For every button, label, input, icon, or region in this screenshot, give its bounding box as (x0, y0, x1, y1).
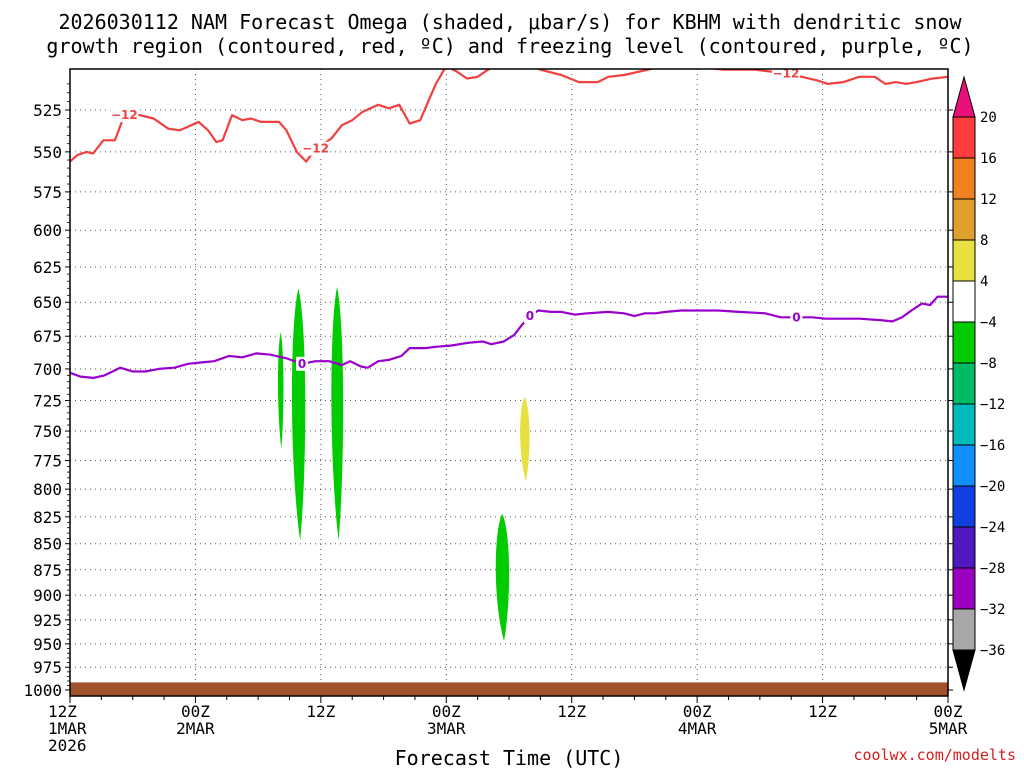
colorbar-bin (952, 608, 976, 651)
y-tick-label: 650 (33, 293, 62, 312)
colorbar-label: −24 (980, 520, 1005, 536)
colorbar-bin (952, 157, 976, 200)
colorbar-bin (952, 444, 976, 487)
x-axis-label: Forecast Time (UTC) (395, 746, 624, 768)
omega-shaded-region (495, 513, 510, 641)
x-tick-label: 2026 (48, 736, 87, 755)
colorbar-legend: 20 16 12 8 4 −4 −8 −12 −16 −20 −24 −28 −32 −36 (952, 75, 1005, 692)
freezing-level-contour (70, 295, 948, 379)
x-tick-label: 12Z (306, 702, 335, 721)
x-tick-label: 12Z (557, 702, 586, 721)
chart-title-line-2: growth region (contoured, red, ºC) and f… (46, 34, 973, 58)
colorbar-bin (952, 116, 976, 159)
colorbar-bin (952, 485, 976, 528)
colorbar-label: −36 (980, 643, 1005, 659)
colorbar-label: −28 (980, 561, 1005, 577)
y-tick-label: 800 (33, 480, 62, 499)
colorbar-bin (952, 198, 976, 241)
source-credit: coolwx.com/modelts (853, 746, 1016, 764)
y-tick-label: 875 (33, 561, 62, 580)
contour-label-bg (296, 356, 309, 371)
y-tick-label: 575 (33, 183, 62, 202)
omega-shaded-region (291, 288, 306, 541)
colorbar-label: −12 (980, 397, 1005, 413)
colorbar-label: 8 (980, 233, 988, 249)
contour-label: 0 (526, 309, 534, 323)
colorbar-label: −32 (980, 602, 1005, 618)
contour-label: −12 (773, 66, 800, 80)
y-tick-label: 675 (33, 327, 62, 346)
x-tick-label: 5MAR (929, 719, 968, 738)
x-tick-label: 12Z (48, 702, 77, 721)
colorbar-label: 12 (980, 192, 997, 208)
x-tick-label: 2MAR (176, 719, 215, 738)
colorbar-bin (952, 280, 976, 323)
x-tick-label: 1MAR (48, 719, 87, 738)
colorbar-top-arrow (952, 75, 976, 118)
colorbar-bin (952, 526, 976, 569)
y-tick-label: 750 (33, 422, 62, 441)
colorbar-label: −16 (980, 438, 1005, 454)
omega-shaded-region (331, 286, 344, 541)
grid (70, 69, 948, 696)
colorbar-bin (952, 362, 976, 405)
contour-label-bg (301, 141, 330, 156)
chart-title-line-1: 2026030112 NAM Forecast Omega (shaded, μ… (58, 10, 962, 34)
colorbar-label: −8 (980, 356, 997, 372)
colorbar-label: −20 (980, 479, 1005, 495)
contour-label-bg (790, 310, 803, 325)
colorbar-label: 20 (980, 110, 997, 126)
dgz-minus12-contour (70, 69, 948, 163)
x-tick-label: 3MAR (427, 719, 466, 738)
contour-label-bg (523, 308, 536, 323)
y-tick-label: 700 (33, 360, 62, 379)
y-tick-label: 525 (33, 101, 62, 120)
colorbar-bin (952, 321, 976, 364)
y-axis: 525 550 575 600 625 650 675 700 725 750 775 800 825 8… (23, 83, 953, 700)
x-tick-label: 00Z (934, 702, 963, 721)
y-tick-label: 975 (33, 658, 62, 677)
y-tick-label: 825 (33, 508, 62, 527)
y-tick-label: 925 (33, 611, 62, 630)
colorbar-label: 4 (980, 274, 988, 290)
contour-label: −12 (111, 108, 138, 122)
y-tick-label: 850 (33, 535, 62, 554)
y-tick-label: 725 (33, 392, 62, 411)
contour-label: 0 (792, 310, 800, 324)
y-tick-label: 1000 (23, 681, 62, 700)
y-tick-label: 950 (33, 635, 62, 654)
plot-area: −12 −12 −12 0 0 0 525 550 575 600 625 650 675 700 725 7… (23, 66, 968, 755)
terrain-band (70, 682, 948, 696)
y-tick-label: 900 (33, 586, 62, 605)
contour-label-bg (110, 108, 139, 123)
x-tick-label: 4MAR (678, 719, 717, 738)
x-tick-label: 00Z (683, 702, 712, 721)
y-tick-label: 600 (33, 221, 62, 240)
colorbar-bin (952, 567, 976, 610)
contour-label-bg (771, 69, 800, 81)
x-tick-label: 00Z (181, 702, 210, 721)
colorbar-label: 16 (980, 151, 997, 167)
omega-shading (277, 286, 530, 641)
colorbar-label: −4 (980, 315, 997, 331)
y-tick-label: 775 (33, 452, 62, 471)
x-tick-label: 12Z (808, 702, 837, 721)
contour-label: 0 (298, 357, 306, 371)
omega-shaded-region (520, 396, 530, 482)
x-tick-label: 00Z (432, 702, 461, 721)
colorbar-bin (952, 403, 976, 446)
colorbar-bin (952, 239, 976, 282)
contour-lines: −12 −12 −12 0 0 0 (70, 66, 948, 379)
contour-label: −12 (302, 142, 329, 156)
plot-frame (69, 68, 949, 697)
colorbar-bottom-arrow (952, 649, 976, 692)
y-tick-label: 625 (33, 258, 62, 277)
omega-shaded-region (277, 332, 284, 449)
y-tick-label: 550 (33, 143, 62, 162)
